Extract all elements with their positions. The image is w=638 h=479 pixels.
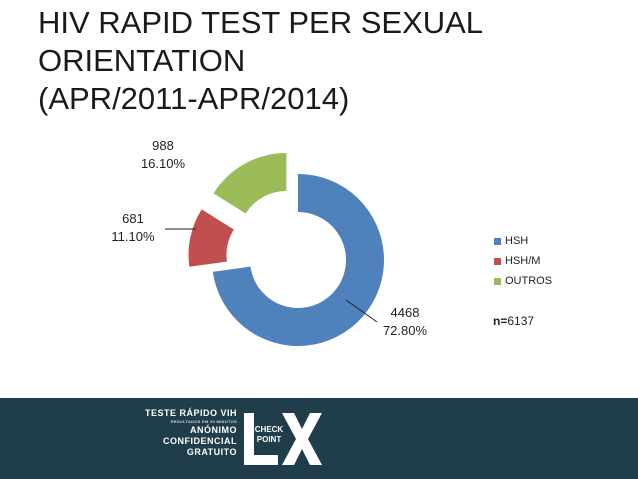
data-label-percent: 11.10%: [111, 229, 155, 244]
logo-text-point: POINT: [257, 435, 282, 444]
footer-line-5: GRATUITO: [186, 447, 237, 457]
slice-hsh-m: [188, 209, 234, 267]
logo-text-check: CHECK: [255, 425, 284, 434]
chart-data-labels: 4468 72.80% 681 11.10% 988 16.10%: [111, 138, 427, 338]
doughnut-chart: 4468 72.80% 681 11.10% 988 16.10%: [111, 138, 427, 346]
footer-line-2: RESULTADOS EM 30 MINUTOS: [170, 419, 237, 424]
slice-hsh: [212, 174, 385, 346]
sample-size-prefix: n=: [493, 314, 508, 328]
footer-line-4: CONFIDENCIAL: [163, 436, 237, 446]
title-line-1: HIV RAPID TEST PER SEXUAL: [38, 5, 484, 40]
slice-outros: [213, 153, 287, 214]
legend-item: HSH/M: [494, 251, 552, 271]
legend-label: HSH/M: [505, 255, 541, 267]
data-label-value: 4468: [391, 305, 420, 320]
data-label-percent: 16.10%: [141, 156, 186, 171]
checkpoint-lx-logo: CHECK POINT: [244, 413, 322, 465]
legend-item: OUTROS: [494, 271, 552, 291]
data-label-percent: 72.80%: [383, 323, 428, 338]
data-label-value: 988: [152, 138, 174, 153]
footer-banner: TESTE RÁPIDO VIH RESULTADOS EM 30 MINUTO…: [0, 398, 638, 479]
title-line-2: ORIENTATION: [38, 43, 246, 78]
legend-label: OUTROS: [505, 275, 553, 287]
slide-title: HIV RAPID TEST PER SEXUAL ORIENTATION (A…: [38, 4, 618, 118]
sample-size-value: 6137: [507, 314, 535, 328]
data-label-value: 681: [122, 211, 144, 226]
legend-item: HSH: [494, 231, 552, 251]
footer-text-block: TESTE RÁPIDO VIH RESULTADOS EM 30 MINUTO…: [137, 408, 237, 458]
footer-line-1: TESTE RÁPIDO VIH: [144, 408, 237, 418]
chart-slices: [188, 153, 385, 346]
footer-line-3: ANÓNIMO: [190, 425, 237, 435]
legend-swatch: [494, 277, 501, 285]
chart-legend: HSH HSH/M OUTROS: [494, 231, 552, 291]
legend-label: HSH: [505, 235, 529, 247]
leader-line-hsh: [345, 299, 378, 323]
sample-size-label: n=6137: [493, 314, 534, 328]
legend-swatch: [494, 237, 501, 245]
legend-swatch: [494, 257, 501, 265]
chart-leader-lines: [165, 228, 378, 323]
title-line-3: (APR/2011-APR/2014): [38, 81, 350, 116]
